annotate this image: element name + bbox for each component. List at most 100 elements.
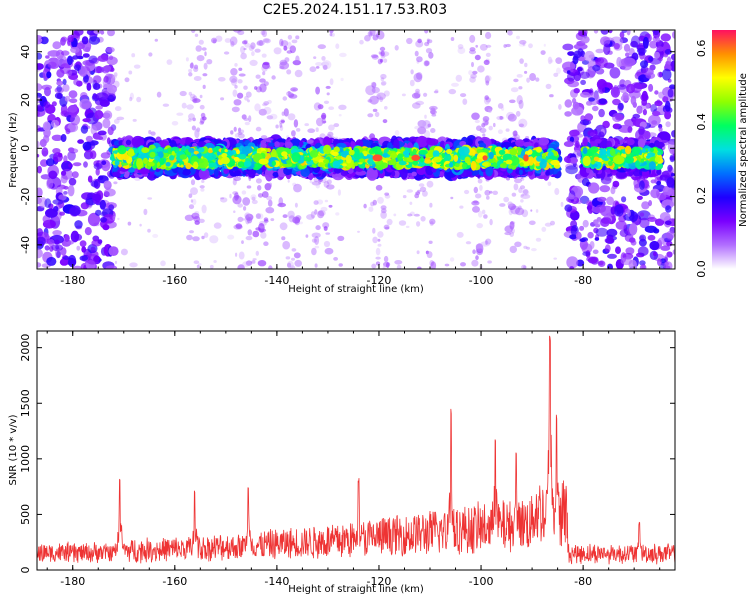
- spectrogram-blob: [275, 124, 279, 129]
- spectrogram-blob: [335, 212, 340, 216]
- spectrogram-blob: [315, 86, 320, 95]
- spectrogram-blob: [230, 41, 235, 47]
- spectrogram-blob: [654, 218, 665, 226]
- spectrogram-blob: [279, 65, 285, 70]
- figure-title: C2E5.2024.151.17.53.R03: [263, 2, 447, 18]
- spectrogram-blob: [37, 52, 43, 60]
- spectrogram-blob: [416, 56, 423, 63]
- spectrogram-blob: [264, 167, 274, 182]
- spectrogram-blob: [316, 199, 324, 205]
- spectrogram-blob: [371, 82, 377, 89]
- spectrogram-blob: [565, 157, 572, 164]
- spectrogram-blob: [450, 196, 454, 200]
- spectrogram-blob: [564, 204, 573, 212]
- spectrogram-blob: [213, 222, 222, 229]
- spectrogram-blob: [311, 247, 317, 256]
- spectrogram-blob: [603, 43, 611, 55]
- spectrogram-blob: [279, 38, 284, 47]
- spectrogram-blob: [108, 204, 115, 211]
- spectrogram-blob: [58, 194, 67, 201]
- spectrogram-blob: [471, 112, 480, 120]
- spectrogram-blob: [292, 182, 297, 187]
- spectrogram-blob: [664, 111, 672, 120]
- spectrogram-blob: [641, 98, 648, 106]
- spectrogram-blob: [657, 258, 662, 266]
- spectrogram-blob: [338, 104, 347, 111]
- spectrogram-blob: [90, 125, 97, 135]
- spectrogram-blob: [230, 68, 238, 76]
- spectrogram-blob: [191, 212, 200, 219]
- spectrogram-blob: [409, 79, 415, 87]
- spectrogram-blob: [250, 42, 256, 50]
- spectrogram-blob: [251, 51, 255, 57]
- spectrogram-blob: [497, 129, 503, 134]
- spectrogram-blob: [286, 69, 292, 75]
- spectrogram-blob: [193, 66, 199, 72]
- spectrogram-blob: [476, 223, 484, 229]
- spectrogram-blob: [125, 139, 132, 146]
- spectrogram-blob: [508, 208, 513, 216]
- spectrogram-blob: [672, 31, 675, 39]
- spectrogram-blob: [406, 189, 413, 193]
- spectrogram-blob: [416, 72, 423, 80]
- spectrogram-blob: [580, 35, 590, 44]
- spectrogram-blob: [541, 226, 547, 232]
- spectrogram-blob: [117, 217, 120, 221]
- spectrogram-blob: [263, 219, 269, 223]
- spectrogram-blob: [264, 38, 271, 44]
- spectrogram-blob: [60, 50, 70, 56]
- spectrogram-blob: [237, 79, 243, 84]
- spectrogram-blob: [185, 57, 189, 62]
- spectrogram-blob: [514, 241, 522, 248]
- spectrogram-blob: [199, 104, 205, 110]
- spectrogram-blob: [234, 84, 238, 89]
- spectrogram-blob: [198, 218, 205, 223]
- spectrogram-blob: [482, 209, 486, 215]
- spectrogram-blob: [477, 65, 485, 73]
- spectrogram-blob: [189, 230, 194, 234]
- spectrogram-blob: [636, 105, 643, 115]
- spectrogram-blob: [462, 98, 468, 105]
- spectrogram-blob: [512, 130, 518, 137]
- spectrogram-blob: [69, 205, 81, 217]
- spectrogram-blob: [609, 67, 621, 79]
- spectrogram-blob: [211, 37, 217, 44]
- spectrogram-blob: [203, 232, 209, 238]
- spectrogram-blob: [598, 131, 605, 139]
- spectrogram-blob: [70, 46, 80, 54]
- spectrogram-blob: [192, 236, 200, 242]
- spectrogram-blob: [83, 161, 88, 168]
- spectrogram-blob: [327, 131, 334, 137]
- spectrogram-blob: [644, 225, 658, 233]
- spectrogram-blob: [177, 166, 184, 174]
- spectrogram-blob: [584, 113, 594, 122]
- spectrogram-blob: [46, 256, 57, 266]
- spectrogram-blob: [524, 70, 528, 74]
- spectrogram-blob: [248, 115, 252, 123]
- spectrogram-blob: [314, 263, 318, 268]
- spectrogram-blob: [287, 41, 292, 49]
- spectrogram-blob: [286, 50, 293, 54]
- spectrogram-blob: [602, 120, 610, 129]
- spectrogram-blob: [518, 99, 524, 109]
- spectrogram-blob: [523, 245, 528, 249]
- spectrogram-blob: [425, 48, 433, 54]
- spectrogram-blob: [289, 45, 296, 54]
- spectrogram-blob: [670, 173, 675, 177]
- spectrogram-blob: [619, 31, 625, 39]
- spectrogram-blob: [534, 142, 539, 149]
- spectrogram-blob: [519, 185, 526, 190]
- spectrogram-blob: [587, 231, 594, 239]
- spectrogram-blob: [665, 205, 672, 213]
- spectrogram-blob: [306, 139, 314, 144]
- spectrogram-blob: [44, 198, 52, 209]
- spectrogram-blob: [131, 135, 145, 148]
- spectrogram-blob: [197, 141, 207, 148]
- spectrogram-blob: [201, 47, 207, 51]
- spectrogram-blob: [449, 257, 455, 262]
- spectrogram-blob: [116, 116, 125, 121]
- spectrogram-blob: [522, 42, 525, 46]
- spectrogram-blob: [573, 71, 582, 82]
- spectrogram-blob: [478, 210, 483, 218]
- spectrogram-blob: [279, 120, 285, 125]
